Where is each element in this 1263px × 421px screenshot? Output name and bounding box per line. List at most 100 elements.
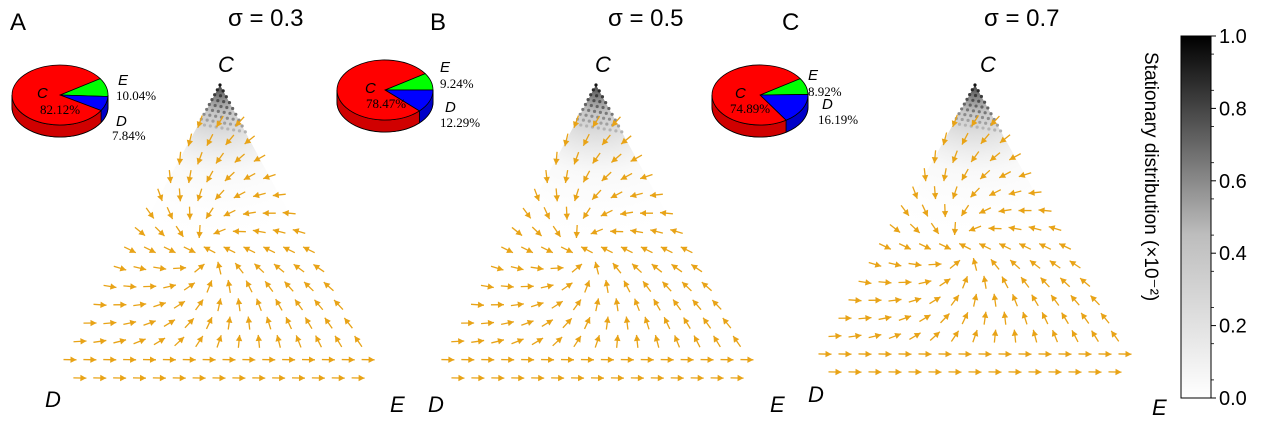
field-arrow (590, 228, 604, 235)
field-arrow (868, 297, 882, 304)
field-arrow (226, 279, 233, 293)
field-arrow (195, 299, 204, 311)
field-arrow (670, 228, 683, 235)
field-arrow (451, 338, 465, 345)
field-arrow (918, 243, 932, 250)
field-arrow (921, 204, 929, 217)
field-arrow (203, 246, 216, 254)
field-arrow (950, 330, 960, 342)
field-arrow (1008, 368, 1022, 376)
field-arrow (563, 206, 570, 220)
field-arrow (583, 316, 591, 330)
field-arrow (176, 151, 184, 165)
pie-value-C: 78.47% (366, 96, 406, 111)
field-arrow (196, 188, 203, 202)
pie-slice-C (336, 59, 426, 121)
field-arrow (530, 265, 544, 272)
vertex-label-top: C (980, 52, 996, 77)
field-arrow (145, 207, 155, 219)
field-arrow (560, 356, 575, 363)
field-arrow (1021, 311, 1028, 325)
pie-chart: C82.12% E10.04% D7.84% (11, 64, 156, 143)
field-arrow (321, 356, 335, 363)
colorbar-tick-label: 0.4 (1219, 243, 1247, 265)
heatmap-peak (197, 83, 247, 134)
heatmap-peak (952, 83, 1003, 133)
field-arrow (163, 319, 176, 328)
field-arrow (921, 168, 929, 182)
field-arrow (938, 350, 952, 358)
field-arrow (202, 356, 216, 363)
field-arrow (272, 374, 286, 382)
field-arrow (620, 356, 634, 363)
field-arrow (196, 115, 203, 128)
field-arrow (642, 280, 652, 293)
field-arrow (720, 356, 734, 363)
field-arrow (224, 171, 235, 182)
field-arrow (672, 299, 682, 311)
field-arrow (601, 134, 611, 146)
field-arrow (1018, 171, 1032, 178)
field-arrow (898, 350, 912, 358)
field-arrow (215, 152, 225, 164)
field-arrow (351, 374, 365, 382)
field-arrow (244, 135, 256, 145)
vertex-label-right: E (390, 392, 405, 417)
field-arrow (522, 207, 532, 219)
colorbar-label: Stationary distribution (×10⁻²) (1140, 52, 1161, 301)
field-arrow (216, 335, 223, 348)
field-arrow (961, 312, 969, 325)
field-arrow (1058, 243, 1072, 250)
field-arrow (680, 356, 694, 363)
field-arrow (1079, 277, 1091, 288)
field-arrow (461, 356, 475, 363)
field-arrow (868, 332, 882, 340)
field-arrow (301, 356, 316, 363)
field-arrow (1051, 329, 1059, 343)
field-arrow (592, 115, 601, 128)
field-arrow (303, 281, 314, 292)
panel-label: A (10, 9, 26, 36)
field-arrow (500, 319, 515, 327)
field-arrow (908, 297, 922, 304)
pie-value-D: 12.29% (440, 115, 480, 130)
field-arrow (888, 332, 902, 340)
field-arrow (660, 356, 674, 363)
field-arrow (989, 152, 1001, 162)
field-arrow (573, 151, 580, 165)
field-arrow (938, 243, 952, 250)
field-arrow (232, 374, 246, 382)
field-arrow (153, 337, 166, 346)
field-arrow (500, 283, 514, 290)
field-arrow (991, 329, 999, 343)
field-arrow (481, 356, 495, 363)
field-arrow (613, 298, 621, 312)
field-arrow (551, 374, 565, 382)
field-arrow (183, 246, 196, 254)
field-arrow (343, 317, 353, 329)
pie-value-C: 82.12% (40, 102, 80, 117)
field-arrow (175, 225, 184, 238)
field-arrow (940, 313, 950, 324)
field-arrow (582, 133, 590, 147)
field-arrow (1100, 312, 1110, 324)
field-arrow (1070, 294, 1080, 306)
field-arrow (951, 221, 959, 236)
field-arrow (176, 188, 184, 202)
field-arrow (152, 374, 166, 382)
field-arrow (970, 115, 980, 127)
field-arrow (313, 299, 324, 311)
field-arrow (908, 261, 922, 268)
field-arrow (234, 116, 245, 127)
pie-slice-D (759, 94, 809, 121)
field-arrow (838, 350, 852, 358)
field-arrow (205, 316, 213, 330)
field-arrow (610, 228, 624, 235)
field-arrow (123, 356, 137, 363)
field-arrow (282, 246, 296, 254)
field-arrow (63, 356, 77, 363)
field-arrow (838, 314, 852, 322)
field-arrow (255, 298, 262, 312)
field-arrow (673, 335, 681, 348)
field-arrow (206, 170, 214, 183)
